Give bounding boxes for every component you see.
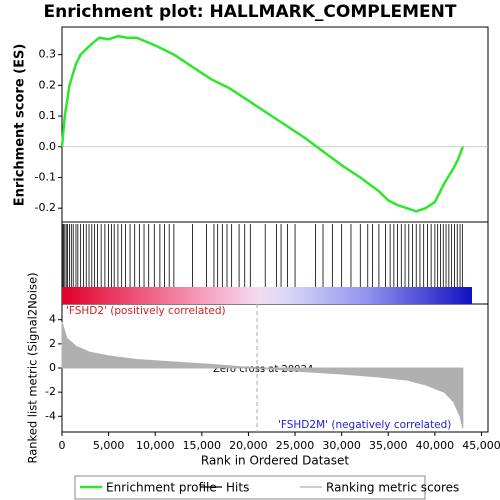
metric-area (61, 321, 464, 429)
legend-label: Hits (226, 481, 249, 495)
x-tick-label: 40,000 (416, 439, 455, 452)
color-bar (62, 287, 472, 304)
chart-title: Enrichment plot: HALLMARK_COMPLEMENT (43, 2, 456, 22)
es-curve (60, 34, 465, 213)
y-tick-label: 4 (49, 313, 56, 326)
metric-axis-label: Ranked list metric (Signal2Noise) (26, 272, 40, 463)
legend (74, 475, 426, 500)
x-tick-label: 15,000 (183, 439, 222, 452)
x-tick-label: 45,000 (462, 439, 500, 452)
zero-cross-label: Zero cross at 20924 (213, 364, 313, 375)
y-tick-label: 0.3 (39, 48, 57, 61)
y-tick-label: -2 (45, 385, 56, 398)
x-tick-label: 0 (59, 439, 66, 452)
y-tick-label: -4 (45, 409, 56, 422)
pos-label: 'FSHD2' (positively correlated) (66, 305, 226, 317)
frame (61, 26, 489, 433)
x-tick-label: 30,000 (322, 439, 361, 452)
x-tick-label: 20,000 (229, 439, 268, 452)
x-tick-label: 5,000 (93, 439, 125, 452)
y-tick-label: 0 (49, 361, 56, 374)
x-tick-label: 10,000 (136, 439, 175, 452)
x-tick-label: 35,000 (369, 439, 408, 452)
legend-label: Ranking metric scores (326, 481, 459, 495)
legend-label: Enrichment profile (106, 481, 217, 495)
y-tick-label: -0.2 (35, 201, 56, 214)
x-axis-label: Rank in Ordered Dataset (201, 454, 349, 468)
y-tick-label: 0.0 (39, 140, 57, 153)
y-tick-label: 0.2 (39, 78, 57, 91)
y-tick-label: -0.1 (35, 170, 56, 183)
x-tick-label: 25,000 (276, 439, 315, 452)
y-tick-label: 0.1 (39, 109, 57, 122)
es-axis-label: Enrichment score (ES) (13, 44, 28, 207)
y-tick-label: 2 (49, 337, 56, 350)
neg-label: 'FSHD2M' (negatively correlated) (278, 419, 451, 431)
